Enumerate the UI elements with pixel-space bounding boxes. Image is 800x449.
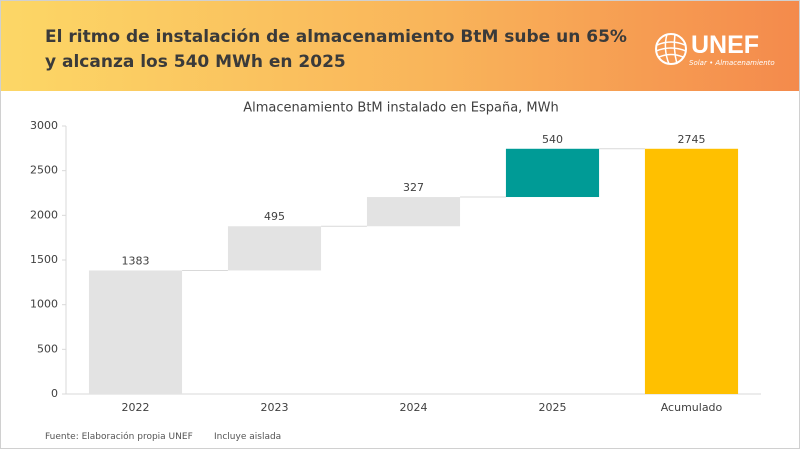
x-tick-label: 2023 (261, 401, 289, 414)
value-label: 1383 (122, 254, 150, 267)
chart: Almacenamiento BtM instalado en España, … (30, 101, 761, 414)
bar (644, 148, 739, 394)
y-tick-label: 2000 (30, 208, 58, 221)
x-tick-label: Acumulado (661, 401, 723, 414)
logo-icon (655, 33, 687, 65)
y-tick-label: 3000 (30, 119, 58, 132)
title-line: El ritmo de instalación de almacenamient… (45, 27, 627, 47)
y-tick-label: 500 (37, 342, 58, 355)
bar (227, 226, 322, 271)
value-label: 327 (403, 181, 424, 194)
bar (88, 270, 183, 394)
x-tick-label: 2024 (400, 401, 428, 414)
logo-name: UNEF (691, 31, 760, 59)
y-tick-label: 2500 (30, 164, 58, 177)
chart-title: Almacenamiento BtM instalado en España, … (243, 101, 559, 116)
note: Incluye aislada (214, 432, 282, 442)
y-tick-label: 1000 (30, 298, 58, 311)
bar (505, 148, 600, 198)
source: Fuente: Elaboración propia UNEF (45, 432, 193, 442)
x-tick-label: 2025 (539, 401, 567, 414)
y-tick-label: 0 (51, 387, 58, 400)
title-line: y alcanza los 540 MWh en 2025 (45, 52, 346, 72)
value-label: 540 (542, 133, 563, 146)
x-tick-label: 2022 (122, 401, 150, 414)
logo-tagline: Solar • Almacenamiento (689, 59, 775, 67)
bar (366, 197, 461, 227)
header: El ritmo de instalación de almacenamient… (1, 1, 799, 91)
value-label: 495 (264, 210, 285, 223)
y-tick-label: 1500 (30, 253, 58, 266)
value-label: 2745 (678, 133, 706, 146)
